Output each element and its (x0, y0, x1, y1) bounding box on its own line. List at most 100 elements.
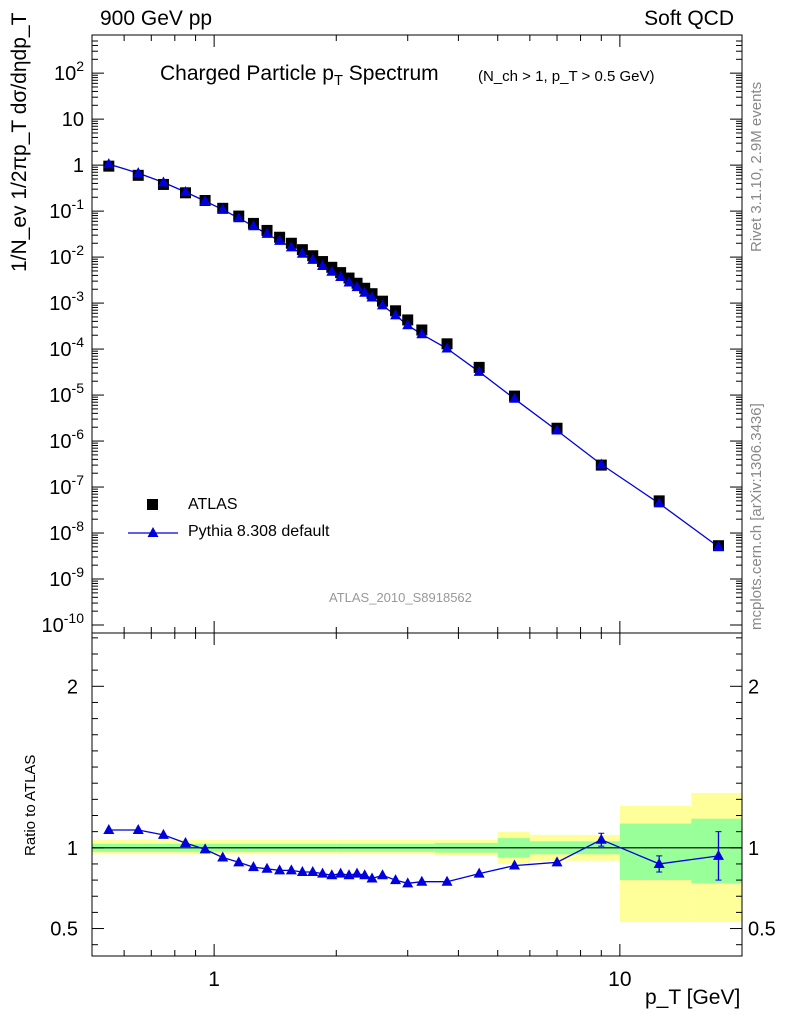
ratio-point (416, 875, 428, 886)
chart-title-word: Spectrum (342, 62, 439, 85)
pythia-point (317, 260, 329, 271)
pythia-point (103, 158, 115, 169)
x-tick-label: 1 (208, 968, 220, 991)
ratio-point (551, 856, 563, 867)
pythia-point (233, 212, 245, 223)
ratio-point (712, 849, 724, 860)
main-plot: 10-10 10-9 10-8 10-7 10-6 10-5 10-4 10-3 10-2 10-… (42, 34, 743, 645)
pythia-point (296, 247, 308, 258)
ratio-point (653, 857, 665, 868)
pythia-point (402, 319, 414, 330)
pythia-line (108, 163, 719, 548)
ratio-frame (91, 632, 743, 957)
ratio-y-tick-label: 0.5 (50, 919, 78, 941)
ratio-point (285, 864, 297, 875)
header-right: Soft QCD (644, 7, 734, 30)
ratio-point (296, 866, 308, 877)
y-tick-label: 10-2 (49, 242, 84, 269)
x-axis-label: p_T [GeV] (645, 986, 741, 1009)
chart-title: Charged Particle pT Spectrum (160, 62, 439, 89)
ratio-point (351, 867, 363, 878)
x-tick-label: 10 (608, 968, 631, 991)
legend-atlas-marker (147, 499, 158, 510)
pythia-point (390, 309, 402, 320)
legend-pythia-marker (147, 527, 159, 537)
side-label-rivet: Rivet 3.1.10, 2.9M events (748, 81, 765, 252)
chart-title-sub: T (333, 73, 343, 90)
ratio-point (132, 824, 144, 835)
y-axis-label-main: 1/N_ev 1/2πp_T dσ/dηdp_T (8, 12, 31, 272)
legend-atlas: ATLAS (188, 496, 238, 513)
ratio-point (233, 856, 245, 867)
ratio-point (509, 859, 521, 870)
pythia-point (335, 270, 347, 281)
pythia-point (285, 241, 297, 252)
pythia-point (377, 299, 389, 310)
y-axis-label-ratio: Ratio to ATLAS (22, 754, 39, 856)
ratio-point (335, 867, 347, 878)
green-band (691, 818, 742, 884)
pythia-point (366, 291, 378, 302)
ratio-point (217, 851, 229, 862)
pythia-point (247, 220, 259, 231)
pythia-point (351, 281, 363, 292)
ratio-point (326, 869, 338, 880)
pythia-point (509, 392, 521, 403)
ratio-point (157, 828, 169, 839)
pythia-point (551, 424, 563, 435)
pythia-point (132, 167, 144, 178)
pythia-point (307, 253, 319, 264)
y-tick-label: 10-6 (49, 426, 84, 453)
ratio-point (307, 866, 319, 877)
ratio-point (247, 861, 259, 872)
pythia-point (326, 265, 338, 276)
y-tick-label: 10-4 (49, 334, 84, 361)
pythia-point (217, 203, 229, 214)
pythia-point (343, 276, 355, 287)
y-tick-label: 10-10 (42, 610, 85, 637)
pythia-point (441, 342, 453, 353)
ratio-point (199, 843, 211, 854)
y-tick-label: 10-8 (49, 518, 84, 545)
y-tick-label: 10-3 (49, 288, 84, 315)
ratio-plot: 1 10 0.5 0.5 1 1 2 2 (50, 621, 776, 991)
y-tick-label: 10 (62, 109, 84, 131)
pythia-point (416, 328, 428, 339)
y-tick-label: 10-9 (49, 564, 84, 591)
chart-title-main: Charged Particle p (160, 62, 334, 85)
ratio-point (441, 875, 453, 886)
ratio-y-tick-label: 2 (67, 676, 78, 698)
pythia-point (359, 286, 371, 297)
ratio-point (179, 836, 191, 847)
ratio-point (261, 862, 273, 873)
pythia-point (261, 227, 273, 238)
ratio-point (317, 867, 329, 878)
pythia-point (653, 497, 665, 508)
ratio-y-tick-label-right: 1 (748, 838, 759, 860)
pythia-point (595, 458, 607, 469)
y-tick-label: 102 (54, 58, 84, 85)
header-left: 900 GeV pp (100, 7, 213, 30)
ratio-point (274, 864, 286, 875)
pythia-point (473, 365, 485, 376)
ratio-point (390, 874, 402, 885)
ratio-point (377, 869, 389, 880)
pythia-point (179, 186, 191, 197)
side-label-mcplots: mcplots.cern.ch [arXiv:1306.3436] (748, 403, 765, 630)
ratio-point (402, 877, 414, 888)
ratio-point (343, 869, 355, 880)
pythia-point (157, 176, 169, 187)
legend-pythia: Pythia 8.308 default (188, 523, 330, 540)
ratio-point (595, 833, 607, 844)
chart-title-cuts: (N_ch > 1, p_T > 0.5 GeV) (478, 68, 655, 85)
y-tick-label: 1 (73, 155, 84, 177)
ratio-y-tick-label-right: 0.5 (748, 919, 776, 941)
ratio-point (103, 824, 115, 835)
pythia-point (712, 540, 724, 551)
ratio-point (366, 872, 378, 883)
ratio-point (473, 867, 485, 878)
ratio-point (359, 869, 371, 880)
pythia-point (199, 195, 211, 206)
ratio-y-tick-label: 1 (67, 838, 78, 860)
